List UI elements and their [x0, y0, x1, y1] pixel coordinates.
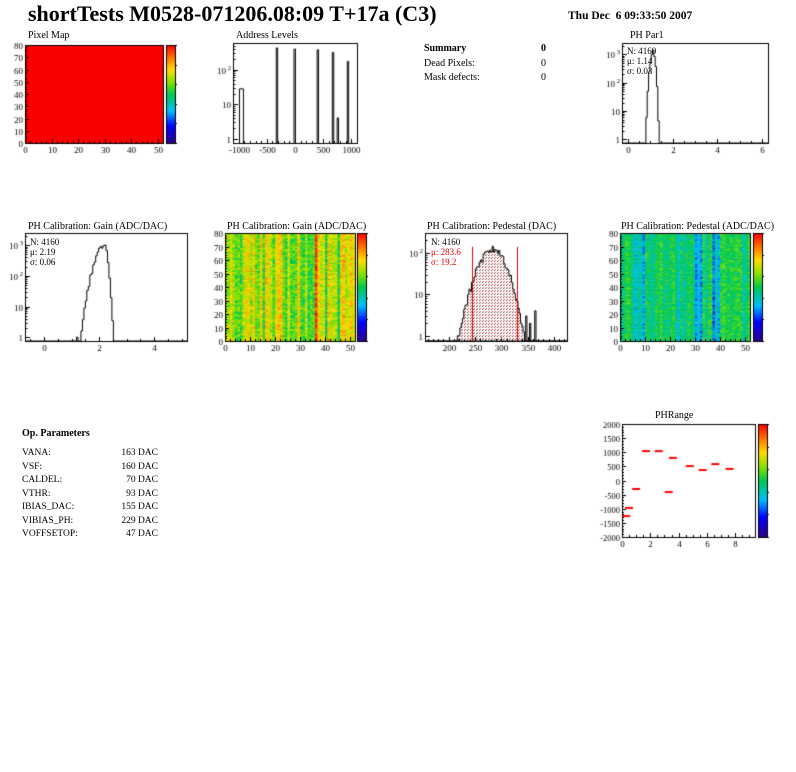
- summary-row-label: Dead Pixels:: [424, 57, 475, 69]
- op-param-row: IBIAS_DAC: 155 DAC: [22, 501, 158, 515]
- op-param-value: 160 DAC: [121, 461, 158, 472]
- op-parameters-title: Op. Parameters: [22, 428, 90, 439]
- ph-range-chart: [598, 408, 796, 554]
- op-param-value: 93 DAC: [126, 488, 158, 499]
- summary-row-mask-defects: Mask defects: 0: [424, 71, 546, 86]
- page-title: shortTests M0528-071206.08:09 T+17a (C3): [28, 1, 437, 26]
- op-param-label: CALDEL:: [22, 475, 63, 485]
- summary-row-dead-pixels: Dead Pixels: 0: [424, 57, 546, 72]
- pixel-map-chart: [8, 38, 198, 158]
- op-param-row: VSF: 160 DAC: [22, 461, 158, 475]
- pixel-map-title: Pixel Map: [28, 30, 70, 41]
- stat-entries: N: 4160: [30, 237, 60, 247]
- op-param-label: VOFFSETOP:: [22, 529, 78, 539]
- stat-sigma: σ: 0.03: [627, 66, 653, 76]
- stat-entries: N: 4160: [627, 46, 657, 56]
- summary-row-value: 0: [541, 72, 546, 83]
- summary-row-value: 0: [541, 57, 546, 69]
- op-param-row: VOFFSETOP: 47 DAC: [22, 528, 158, 542]
- pedestal-map-chart: [605, 218, 795, 358]
- op-param-value: 229 DAC: [121, 515, 158, 526]
- op-param-label: VANA:: [22, 448, 51, 458]
- op-param-row: VTHR: 93 DAC: [22, 488, 158, 502]
- gain-hist-chart: [10, 218, 206, 358]
- op-param-value: 70 DAC: [126, 475, 158, 485]
- address-levels-title: Address Levels: [236, 30, 298, 41]
- summary-title: Summary: [424, 43, 467, 54]
- op-param-value: 155 DAC: [121, 502, 158, 512]
- ph-par1-chart: [602, 38, 796, 160]
- op-param-value: 47 DAC: [126, 529, 158, 539]
- stat-mean: μ: 2.19: [30, 247, 56, 257]
- summary-panel: Summary 0 Dead Pixels: 0 Mask defects: 0: [424, 42, 546, 86]
- op-parameters-panel: Op. Parameters VANA: 163 DAC VSF: 160 DA…: [22, 428, 158, 542]
- stat-sigma: σ: 19.2: [431, 257, 457, 267]
- op-param-row: CALDEL: 70 DAC: [22, 474, 158, 488]
- ph-par1-stats: N: 4160 μ: 1.14 σ: 0.03: [627, 46, 656, 76]
- timestamp: Thu Dec 6 09:33:50 2007: [568, 10, 693, 22]
- op-param-label: IBIAS_DAC:: [22, 502, 75, 512]
- op-param-label: VTHR:: [22, 488, 51, 499]
- stat-mean: μ: 1.14: [627, 56, 653, 66]
- op-param-label: VIBIAS_PH:: [22, 515, 74, 526]
- stat-sigma: σ: 0.06: [30, 257, 56, 267]
- ph-par1-title: PH Par1: [630, 30, 664, 41]
- op-param-label: VSF:: [22, 461, 43, 472]
- pedestal-hist-stats: N: 4160 μ: 283.6 σ: 19.2: [431, 237, 461, 267]
- stat-mean: μ: 283.6: [431, 247, 461, 257]
- summary-total: 0: [541, 43, 546, 54]
- op-param-row: VIBIAS_PH: 229 DAC: [22, 515, 158, 529]
- summary-header-row: Summary 0: [424, 42, 546, 57]
- address-levels-chart: [212, 38, 372, 160]
- pedestal-hist-chart: [408, 218, 580, 358]
- summary-row-label: Mask defects:: [424, 72, 480, 83]
- stat-entries: N: 4160: [431, 237, 461, 247]
- op-param-value: 163 DAC: [121, 448, 158, 458]
- gain-hist-stats: N: 4160 μ: 2.19 σ: 0.06: [30, 237, 59, 267]
- gain-map-chart: [210, 218, 374, 358]
- op-param-row: VANA: 163 DAC: [22, 447, 158, 461]
